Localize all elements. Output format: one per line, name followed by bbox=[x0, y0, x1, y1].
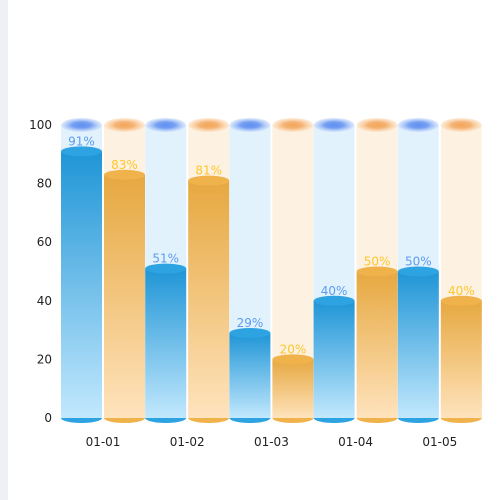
y-tick-label: 60 bbox=[37, 235, 52, 249]
bar-top-cap bbox=[397, 266, 439, 277]
x-tick-label: 01-02 bbox=[170, 435, 205, 449]
bar-value-label: 91% bbox=[68, 134, 95, 148]
track-top-cap bbox=[61, 118, 102, 132]
track-top-cap bbox=[313, 118, 355, 132]
bar-value-label: 83% bbox=[111, 158, 138, 172]
bar-top-cap bbox=[356, 266, 398, 277]
track-top-cap bbox=[145, 118, 187, 132]
y-tick-label: 80 bbox=[37, 177, 52, 191]
x-tick-label: 01-05 bbox=[422, 435, 457, 449]
bar-top-cap bbox=[272, 354, 314, 365]
y-axis: 0 20 40 60 80 100 bbox=[29, 118, 52, 425]
x-tick-label: 01-03 bbox=[254, 435, 289, 449]
bar[interactable] bbox=[188, 180, 230, 418]
bar-top-cap bbox=[61, 146, 102, 157]
bar-value-label: 40% bbox=[321, 284, 348, 298]
plot-area: 91% 83% 51% 81% 29% 20% 40% 50% 50% 40% bbox=[61, 118, 482, 423]
bar-value-label: 81% bbox=[195, 164, 222, 178]
y-tick-label: 100 bbox=[29, 118, 52, 132]
bar[interactable] bbox=[229, 333, 271, 418]
x-axis: 01-01 01-02 01-03 01-04 01-05 bbox=[86, 435, 458, 449]
left-panel-edge bbox=[0, 0, 8, 500]
bar[interactable] bbox=[356, 271, 398, 419]
bar-value-label: 51% bbox=[152, 252, 179, 266]
track-top-cap bbox=[356, 118, 398, 132]
bar[interactable] bbox=[61, 151, 102, 418]
x-tick-label: 01-01 bbox=[86, 435, 121, 449]
bar-value-label: 50% bbox=[364, 255, 391, 269]
track-top-cap bbox=[104, 118, 145, 132]
y-tick-label: 40 bbox=[37, 294, 52, 308]
x-tick-label: 01-04 bbox=[338, 435, 373, 449]
track-top-cap bbox=[440, 118, 482, 132]
bar-value-label: 20% bbox=[280, 342, 307, 356]
bar[interactable] bbox=[313, 300, 355, 418]
track-top-cap bbox=[188, 118, 230, 132]
bar[interactable] bbox=[104, 174, 145, 418]
bar-top-cap bbox=[229, 328, 271, 339]
bar-top-cap bbox=[188, 175, 230, 186]
bar[interactable] bbox=[397, 271, 439, 419]
bar[interactable] bbox=[272, 359, 314, 418]
bar-top-cap bbox=[440, 295, 482, 306]
track-top-cap bbox=[229, 118, 271, 132]
track-top-cap bbox=[397, 118, 439, 132]
bar-value-label: 40% bbox=[448, 284, 475, 298]
bar-top-cap bbox=[313, 295, 355, 306]
bar-top-cap bbox=[104, 169, 145, 180]
track-top-cap bbox=[272, 118, 314, 132]
bar-value-label: 50% bbox=[405, 255, 432, 269]
bar[interactable] bbox=[440, 300, 482, 418]
bar[interactable] bbox=[145, 268, 187, 418]
y-tick-label: 20 bbox=[37, 352, 52, 366]
y-tick-label: 0 bbox=[44, 411, 52, 425]
bar-top-cap bbox=[145, 263, 187, 274]
bar-value-label: 29% bbox=[237, 316, 264, 330]
